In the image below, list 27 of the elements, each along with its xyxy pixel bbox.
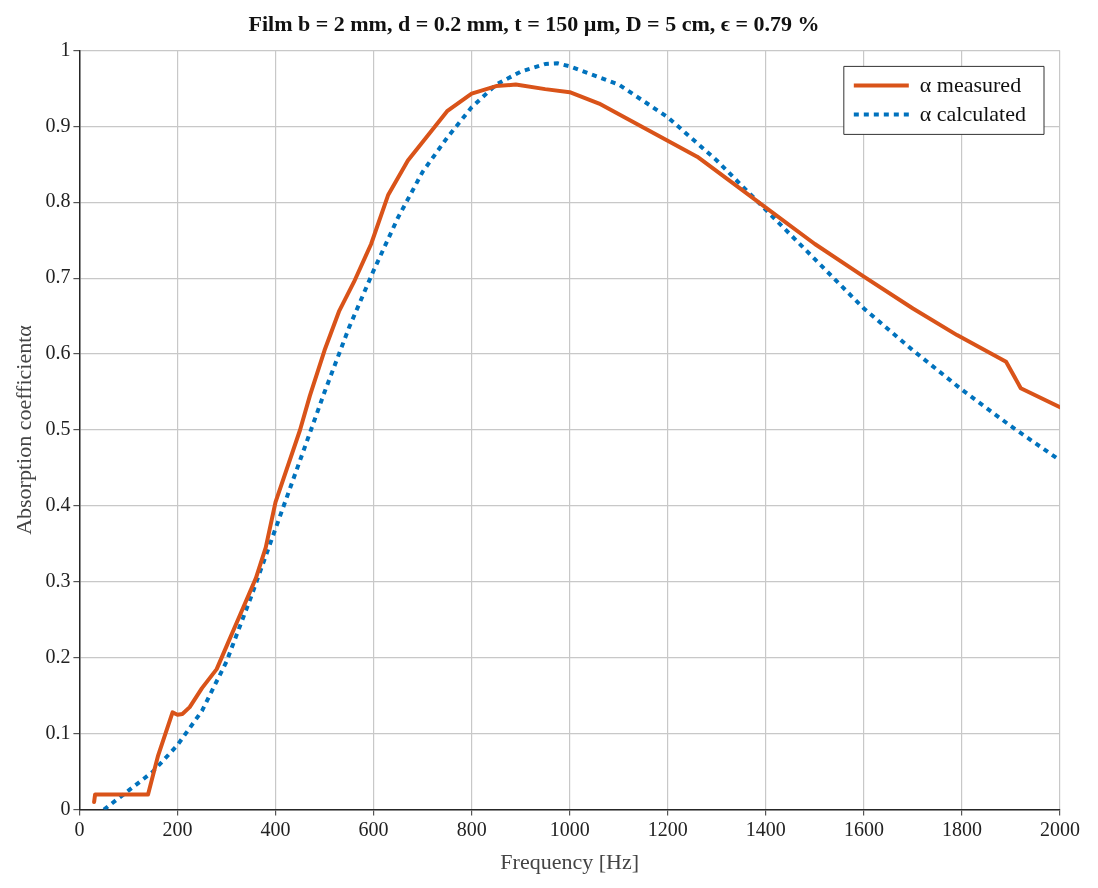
x-tick-label: 0 [74, 817, 85, 840]
y-tick-label: 0.6 [45, 341, 71, 364]
x-axis-title: Frequency [Hz] [500, 848, 640, 874]
x-tick-label: 200 [162, 817, 193, 840]
chart-title: Film b = 2 mm, d = 0.2 mm, t = 150 µm, D = 5 cm, ϵ = 0.79 % [248, 10, 820, 36]
legend-label: α measured [919, 72, 1022, 98]
y-tick-label: 0.2 [45, 645, 71, 668]
legend-label: α calculated [919, 101, 1026, 127]
y-tick-label: 0.7 [45, 265, 71, 288]
x-tick-label: 800 [456, 817, 487, 840]
y-axis-title: Absorption coefficientα [10, 324, 36, 535]
y-tick-label: 1 [60, 37, 71, 60]
y-tick-label: 0.3 [45, 569, 71, 592]
y-tick-label: 0.5 [45, 417, 71, 440]
y-tick-label: 0.4 [45, 493, 71, 516]
x-tick-label: 1800 [941, 817, 982, 840]
y-tick-label: 0.8 [45, 189, 71, 212]
x-tick-label: 1600 [843, 817, 884, 840]
x-tick-label: 1200 [647, 817, 688, 840]
x-tick-label: 1000 [549, 817, 590, 840]
y-tick-label: 0.1 [45, 720, 71, 743]
x-tick-label: 400 [260, 817, 291, 840]
x-tick-label: 2000 [1040, 817, 1080, 840]
y-tick-label: 0.9 [45, 113, 71, 136]
y-tick-label: 0 [60, 796, 71, 819]
x-tick-label: 1400 [745, 817, 786, 840]
x-tick-label: 600 [358, 817, 389, 840]
